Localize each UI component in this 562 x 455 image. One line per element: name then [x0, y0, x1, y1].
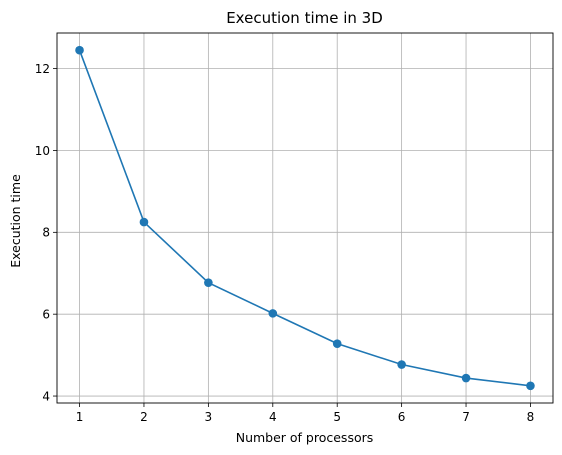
x-tick-label: 2	[140, 410, 148, 424]
x-tick-label: 8	[527, 410, 535, 424]
data-point	[526, 381, 535, 391]
x-tick-label: 7	[462, 410, 470, 424]
y-tick-label: 6	[42, 307, 50, 321]
data-point	[75, 45, 84, 55]
data-point	[268, 309, 278, 318]
y-tick-label: 12	[35, 62, 50, 76]
x-tick-label: 5	[333, 410, 341, 424]
x-tick-label: 4	[269, 410, 277, 424]
data-point	[139, 217, 149, 227]
y-axis-label: Execution time	[8, 174, 23, 268]
y-tick-label: 10	[35, 144, 50, 158]
x-tick-label: 3	[205, 410, 213, 424]
x-axis-label: Number of processors	[236, 430, 374, 445]
x-tick-label: 1	[76, 410, 84, 424]
x-tick-label: 6	[398, 410, 406, 424]
data-point	[397, 360, 406, 369]
data-point	[461, 373, 471, 383]
plot-frame	[56, 32, 554, 404]
series-layer	[75, 45, 535, 391]
data-point	[332, 339, 342, 348]
series-line	[78, 49, 531, 387]
chart-title: Execution time in 3D	[226, 9, 383, 27]
y-tick-label: 8	[42, 226, 50, 240]
y-tick-label: 4	[42, 389, 50, 403]
data-point	[204, 278, 213, 287]
